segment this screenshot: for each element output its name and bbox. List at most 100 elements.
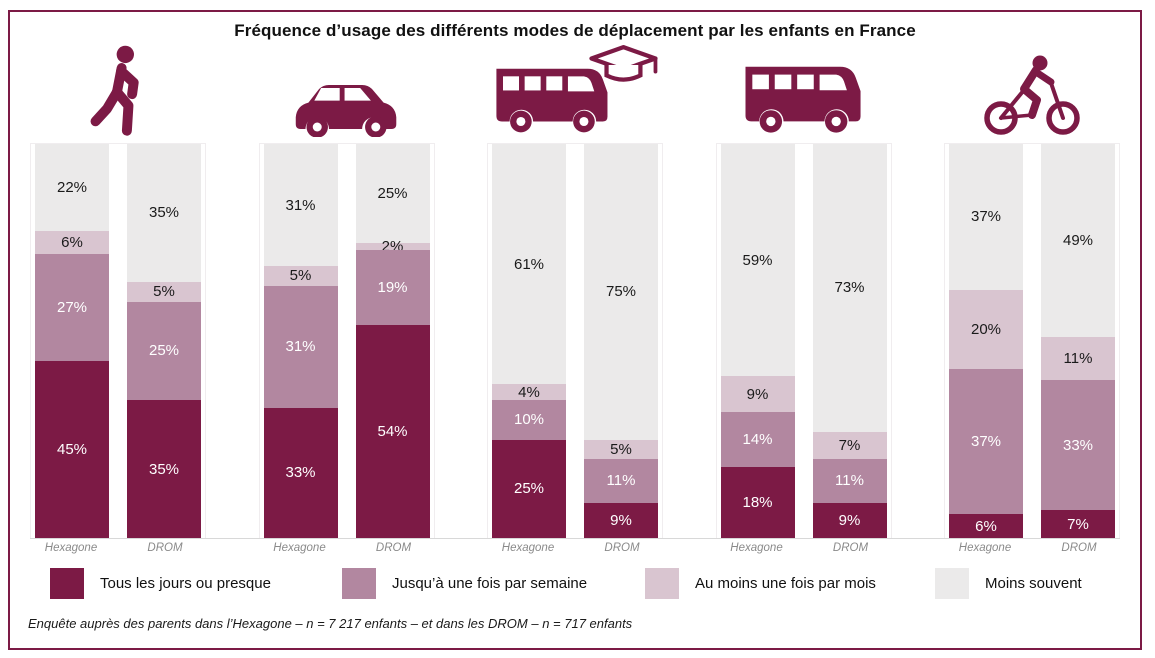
legend: Tous les jours ou presque Jusqu’à une foi…: [50, 568, 1140, 599]
stacked-bar-marche-drom: 35% 25% 5% 35%: [127, 143, 201, 538]
segment-value: 33%: [1062, 436, 1094, 454]
segment-value: 2%: [381, 237, 404, 255]
segment-value: 59%: [742, 251, 773, 269]
segment-value: 35%: [148, 204, 180, 222]
segment-fois-par-semaine: 25%: [127, 301, 201, 401]
segment-fois-par-semaine: 33%: [1041, 380, 1115, 511]
bus-icon: [716, 43, 892, 143]
segment-fois-par-semaine: 37%: [949, 368, 1023, 515]
segment-value: 9%: [610, 511, 632, 529]
legend-item-tous-les-jours: Tous les jours ou presque: [50, 568, 342, 599]
segment-fois-par-semaine: 10%: [492, 400, 566, 440]
segment-value: 7%: [1067, 515, 1089, 533]
segment-fois-par-mois: 9%: [720, 376, 795, 412]
segment-fois-par-semaine: 27%: [35, 254, 109, 361]
segment-tous-les-jours: 33%: [263, 407, 338, 538]
segment-fois-par-semaine: 19%: [355, 250, 430, 326]
segment-tous-les-jours: 7%: [1041, 510, 1115, 538]
source-note: Enquête auprès des parents dans l’Hexago…: [28, 616, 633, 631]
category-label-drom: DROM: [832, 542, 869, 554]
legend-item-fois-par-mois: Au moins une fois par mois: [645, 568, 935, 599]
stacked-bar-bus-drom: 9% 11% 7% 73%: [812, 144, 887, 538]
bar-pair-bus-scolaire: 25% 10% 4% 61% 9% 11% 5% 75%: [487, 143, 663, 538]
segment-moins-souvent: 75%: [584, 144, 658, 440]
category-labels: Hexagone DROM: [30, 542, 206, 554]
segment-fois-par-mois: 11%: [1041, 337, 1115, 381]
legend-swatch-fois-par-semaine: [342, 568, 376, 599]
segment-moins-souvent: 35%: [127, 143, 201, 282]
walking-person-icon: [30, 43, 206, 143]
segment-fois-par-semaine: 11%: [812, 459, 887, 503]
legend-swatch-tous-les-jours: [50, 568, 84, 599]
segment-tous-les-jours: 54%: [355, 325, 430, 538]
segment-moins-souvent: 61%: [492, 144, 566, 385]
stacked-bar-bus-hexagone: 18% 14% 9% 59%: [720, 144, 795, 538]
segment-value: 9%: [746, 385, 769, 403]
segment-value: 45%: [56, 440, 88, 458]
segment-value: 5%: [289, 267, 312, 285]
segment-moins-souvent: 37%: [949, 144, 1023, 290]
segment-value: 10%: [513, 411, 545, 429]
bar-pair-velo: 6% 37% 20% 37% 7% 33% 11% 49%: [944, 143, 1120, 538]
segment-value: 27%: [56, 299, 88, 316]
segment-value: 31%: [285, 338, 316, 356]
segment-moins-souvent: 31%: [263, 143, 338, 267]
mode-group-marche: 45% 27% 6% 22% 35% 25% 5% 35% Hexagone DROM: [30, 43, 206, 554]
segment-fois-par-mois: 6%: [35, 230, 109, 255]
segment-value: 20%: [970, 320, 1002, 338]
segment-fois-par-mois: 5%: [584, 439, 658, 460]
segment-value: 22%: [56, 178, 88, 196]
category-label-drom: DROM: [1061, 542, 1097, 554]
segment-fois-par-mois: 4%: [492, 383, 566, 401]
segment-value: 6%: [61, 234, 83, 251]
segment-value: 37%: [970, 432, 1002, 450]
x-axis-line: [30, 538, 1120, 539]
category-labels: Hexagone DROM: [716, 542, 892, 554]
segment-moins-souvent: 73%: [812, 144, 887, 432]
mode-group-bus: 18% 14% 9% 59% 9% 11% 7% 73% Hexagone DROM: [715, 43, 892, 554]
segment-tous-les-jours: 45%: [35, 360, 109, 538]
segment-value: 14%: [742, 431, 773, 448]
segment-value: 18%: [742, 494, 773, 512]
segment-value: 33%: [285, 464, 316, 482]
stacked-bar-velo-hexagone: 6% 37% 20% 37%: [949, 144, 1023, 538]
mode-group-velo: 6% 37% 20% 37% 7% 33% 11% 49% Hexagone DROM: [944, 43, 1120, 554]
category-label-drom: DROM: [604, 542, 640, 554]
segment-moins-souvent: 49%: [1041, 143, 1115, 338]
mode-group-voiture: 33% 31% 5% 31% 54% 19% 2% 25% Hexagone DROM: [258, 43, 435, 554]
category-label-hexagone: Hexagone: [44, 542, 98, 554]
segment-value: 5%: [153, 283, 175, 301]
category-labels: Hexagone DROM: [944, 542, 1120, 554]
bicycle-icon: [944, 43, 1120, 143]
stacked-bar-velo-drom: 7% 33% 11% 49%: [1041, 143, 1115, 538]
segment-fois-par-semaine: 11%: [584, 459, 658, 503]
segment-fois-par-mois: 20%: [949, 289, 1023, 369]
legend-label: Tous les jours ou presque: [100, 575, 271, 592]
segment-value: 11%: [1063, 350, 1093, 368]
segment-tous-les-jours: 6%: [949, 514, 1023, 538]
segment-moins-souvent: 59%: [720, 144, 795, 377]
segment-value: 7%: [838, 436, 861, 454]
segment-value: 25%: [377, 184, 408, 202]
segment-tous-les-jours: 18%: [720, 467, 795, 538]
segment-value: 75%: [605, 283, 637, 301]
legend-item-moins-souvent: Moins souvent: [935, 568, 1082, 599]
segment-tous-les-jours: 9%: [812, 502, 887, 538]
category-label-hexagone: Hexagone: [958, 542, 1012, 554]
segment-value: 25%: [148, 342, 180, 360]
category-label-drom: DROM: [375, 542, 412, 554]
mode-group-bus-scolaire: 25% 10% 4% 61% 9% 11% 5% 75% Hexagone DROM: [487, 43, 663, 554]
segment-moins-souvent: 25%: [355, 144, 430, 243]
chart-title: Fréquence d’usage des différents modes d…: [234, 21, 916, 40]
segment-value: 9%: [838, 511, 861, 529]
stacked-bar-voiture-hexagone: 33% 31% 5% 31%: [263, 143, 338, 538]
legend-item-fois-par-semaine: Jusqu’à une fois par semaine: [342, 568, 645, 599]
legend-swatch-moins-souvent: [935, 568, 969, 599]
legend-swatch-fois-par-mois: [645, 568, 679, 599]
segment-value: 4%: [518, 383, 540, 401]
category-labels: Hexagone DROM: [259, 542, 435, 554]
category-label-hexagone: Hexagone: [501, 542, 555, 554]
segment-tous-les-jours: 25%: [492, 439, 566, 538]
segment-value: 54%: [377, 423, 408, 441]
